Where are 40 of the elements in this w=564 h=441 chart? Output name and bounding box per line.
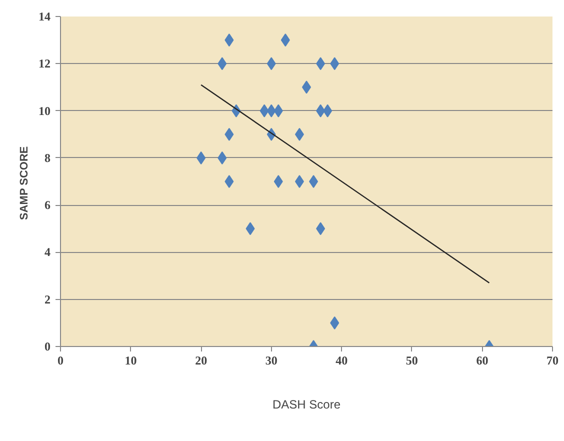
x-tick-label: 70 bbox=[546, 354, 558, 368]
x-tick-label: 30 bbox=[265, 354, 278, 368]
y-tick-label: 0 bbox=[44, 340, 50, 354]
point bbox=[260, 104, 269, 118]
x-axis-title: DASH Score bbox=[272, 398, 341, 412]
point bbox=[266, 57, 276, 70]
point bbox=[294, 128, 304, 141]
x-tick-label: 60 bbox=[476, 354, 488, 368]
point bbox=[323, 104, 332, 118]
y-tick-label: 6 bbox=[44, 198, 50, 212]
point bbox=[224, 34, 234, 47]
point bbox=[274, 104, 283, 118]
point bbox=[294, 175, 304, 188]
point bbox=[316, 104, 326, 118]
point bbox=[266, 104, 276, 118]
y-axis-title: SAMP SCORE bbox=[18, 146, 30, 220]
point bbox=[316, 57, 326, 70]
y-tick-label: 4 bbox=[44, 245, 50, 260]
y-tick-label: 12 bbox=[38, 56, 50, 71]
y-tick-label: 2 bbox=[44, 292, 50, 306]
point bbox=[196, 151, 206, 164]
point bbox=[274, 175, 283, 188]
point bbox=[330, 57, 340, 70]
y-tick-label: 14 bbox=[38, 10, 50, 24]
x-tick-label: 20 bbox=[195, 354, 208, 368]
point bbox=[218, 57, 227, 70]
point bbox=[330, 316, 340, 330]
point bbox=[316, 222, 326, 236]
point bbox=[246, 222, 255, 236]
y-tick-label: 8 bbox=[44, 150, 50, 165]
y-tick-label: 10 bbox=[38, 104, 50, 118]
point bbox=[224, 128, 234, 141]
x-tick-label: 10 bbox=[124, 354, 137, 368]
x-tick-label: 40 bbox=[336, 354, 348, 368]
point bbox=[224, 175, 234, 188]
point bbox=[218, 151, 227, 164]
point bbox=[309, 175, 318, 188]
x-tick-label: 0 bbox=[58, 354, 64, 368]
x-tick-label: 50 bbox=[406, 354, 418, 368]
point bbox=[280, 34, 290, 47]
